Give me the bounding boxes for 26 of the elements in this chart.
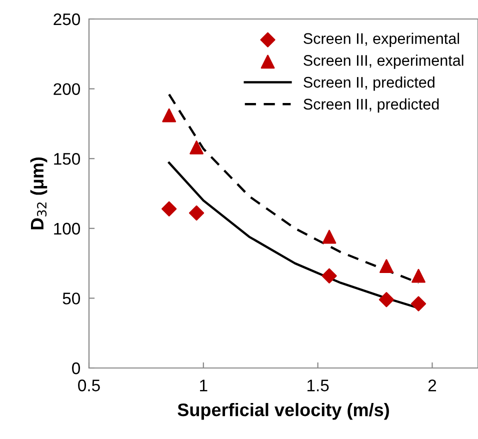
point [380, 259, 394, 274]
legend-label: Screen III, predicted [304, 98, 439, 113]
x-tick-label: 1.5 [308, 380, 329, 392]
y-tick-label: 150 [54, 153, 80, 165]
x-tick-label: 2 [428, 380, 436, 392]
point [378, 292, 394, 308]
y-tick-label: 50 [62, 292, 80, 304]
x-axis-title: Superficial velocity (m/s) [178, 402, 389, 420]
legend-label: Screen II, experimental [304, 32, 459, 47]
y-tick-label: 100 [54, 222, 80, 235]
legend-label: Screen II, predicted [304, 76, 434, 91]
point [322, 268, 337, 284]
point [412, 268, 426, 283]
point [188, 205, 204, 221]
x-tick-label: 0.5 [78, 380, 100, 392]
y-tick-label: 200 [54, 83, 80, 96]
y-tick-label: 250 [54, 13, 80, 26]
point [162, 201, 177, 216]
point [190, 140, 204, 154]
legend-label: Screen III, experimental [304, 54, 464, 69]
point [162, 108, 176, 122]
x-tick-label: 1 [200, 380, 208, 392]
y-tick-label: 0 [72, 362, 80, 374]
point [410, 296, 426, 312]
y-axis-title: D$_{32}$ (μm) [30, 157, 48, 230]
point [322, 230, 336, 244]
